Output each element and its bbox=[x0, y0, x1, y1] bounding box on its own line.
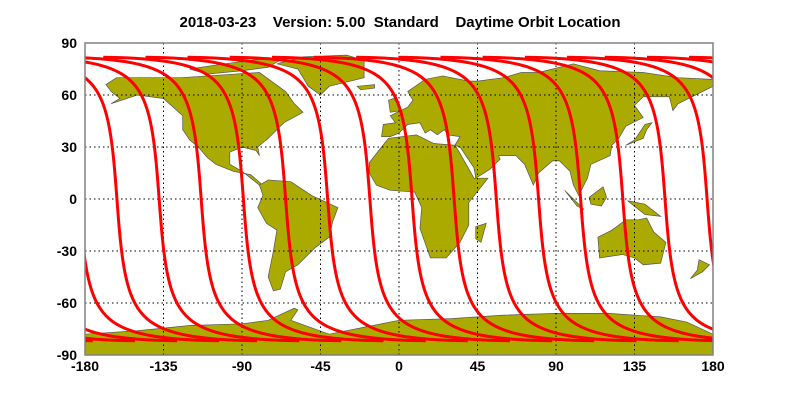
landmass-eurasia bbox=[381, 63, 713, 197]
landmass-madagascar bbox=[475, 222, 487, 243]
landmass-borneo bbox=[588, 186, 607, 207]
y-tick-label: -90 bbox=[57, 347, 77, 363]
orbit-track bbox=[566, 55, 713, 270]
y-tick-label: -60 bbox=[57, 295, 77, 311]
x-tick-label: 135 bbox=[623, 358, 647, 374]
orbit-track bbox=[398, 55, 679, 343]
landmass-arctic-islands bbox=[189, 56, 286, 75]
orbit-track bbox=[85, 75, 258, 343]
orbit-track bbox=[524, 55, 713, 331]
orbit-track bbox=[440, 55, 713, 343]
x-tick-label: -45 bbox=[310, 358, 330, 374]
orbit-tracks bbox=[0, 55, 800, 343]
x-tick-label: -180 bbox=[71, 358, 99, 374]
orbit-track bbox=[271, 55, 553, 343]
landmass-new-guinea bbox=[627, 200, 662, 217]
orbit-track bbox=[85, 60, 300, 343]
landmass-south-america bbox=[257, 179, 339, 292]
orbit-track bbox=[0, 57, 51, 341]
orbit-track bbox=[145, 55, 426, 343]
orbit-track bbox=[85, 339, 93, 343]
y-tick-label: -30 bbox=[57, 243, 77, 259]
map-title: 2018-03-23 Version: 5.00 Standard Daytim… bbox=[179, 14, 621, 31]
y-tick-label: 60 bbox=[61, 87, 77, 103]
landmass-japan bbox=[625, 122, 653, 146]
orbit-track bbox=[85, 56, 342, 343]
x-tick-label: -135 bbox=[149, 358, 177, 374]
grid-lines bbox=[85, 43, 713, 355]
x-tick-label: -90 bbox=[232, 358, 252, 374]
orbit-track bbox=[482, 55, 713, 340]
y-tick-label: 30 bbox=[61, 139, 77, 155]
x-tick-label: 180 bbox=[701, 358, 725, 374]
y-tick-label: 0 bbox=[69, 191, 77, 207]
orbit-track bbox=[103, 55, 384, 343]
orbit-track bbox=[356, 55, 637, 343]
orbit-track bbox=[731, 57, 800, 341]
x-tick-label: 45 bbox=[470, 358, 486, 374]
orbit-track bbox=[773, 57, 800, 341]
orbit-track bbox=[187, 55, 468, 343]
y-tick-label: 90 bbox=[61, 35, 77, 51]
orbit-track bbox=[0, 57, 8, 341]
landmass-new-zealand bbox=[690, 259, 711, 280]
x-tick-label: 90 bbox=[548, 358, 564, 374]
orbit-track bbox=[85, 248, 220, 343]
orbit-track bbox=[229, 55, 511, 343]
plot-frame bbox=[84, 42, 714, 356]
landmass-iceland bbox=[356, 84, 375, 91]
orbit-track bbox=[313, 55, 595, 343]
x-tick-label: 0 bbox=[395, 358, 403, 374]
